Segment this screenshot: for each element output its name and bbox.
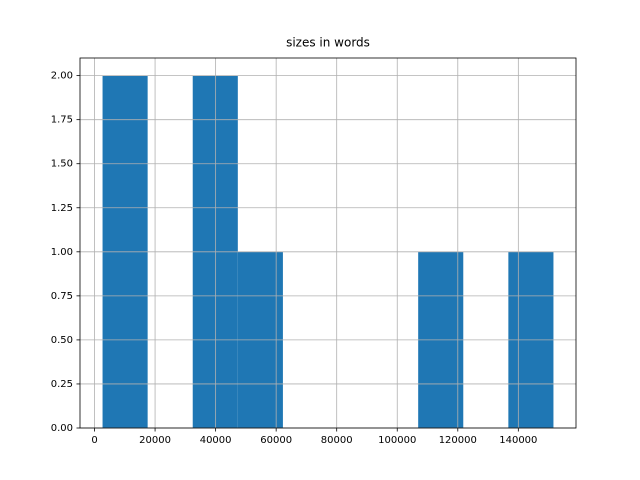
plot-frame: [79, 57, 577, 429]
x-tick-label: 60000: [260, 435, 292, 446]
x-tick-label: 80000: [321, 435, 353, 446]
y-tick-label: 1.50: [51, 159, 73, 170]
y-tick-label: 1.00: [51, 247, 73, 258]
x-tick-label: 100000: [378, 435, 416, 446]
y-tick-label: 2.00: [51, 71, 73, 82]
x-tick-label: 20000: [139, 435, 171, 446]
y-tick-label: 1.75: [51, 115, 73, 126]
y-tick-label: 0.75: [51, 291, 73, 302]
y-tick-label: 1.25: [51, 203, 73, 214]
y-tick-label: 0.50: [51, 335, 73, 346]
x-tick-label: 0: [91, 435, 97, 446]
x-tick-label: 40000: [200, 435, 232, 446]
x-tick-label: 120000: [439, 435, 477, 446]
y-tick-label: 0.00: [51, 423, 73, 434]
chart-title: sizes in words: [286, 36, 370, 50]
y-tick-label: 0.25: [51, 379, 73, 390]
x-tick-label: 140000: [499, 435, 537, 446]
